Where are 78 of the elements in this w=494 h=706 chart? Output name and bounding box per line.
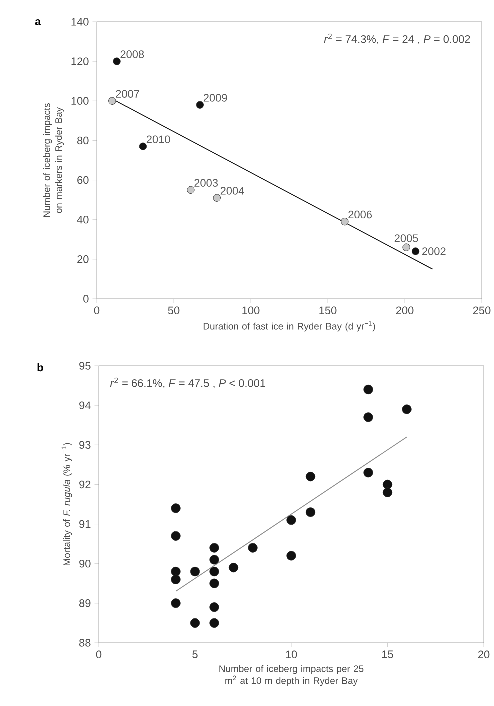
y-tick-label: 92 (80, 480, 91, 489)
point (113, 58, 121, 66)
x-tick-label: 100 (242, 306, 260, 315)
point (364, 412, 374, 422)
y-tick-label: 0 (84, 295, 89, 303)
annotation: 2008 (120, 50, 144, 58)
y-tick-label: 95 (80, 362, 91, 370)
y-tick-label: 100 (72, 97, 89, 106)
point (402, 244, 410, 252)
point (286, 551, 296, 561)
annotation: 2005 (394, 234, 418, 242)
y-tick-label: 91 (80, 520, 91, 528)
annotation: 2006 (348, 210, 372, 219)
point (248, 543, 258, 553)
point (412, 248, 420, 256)
y-tick-label: 89 (80, 600, 91, 608)
point (171, 598, 181, 608)
x-tick-label: 10 (286, 650, 298, 659)
point (187, 186, 195, 194)
x-axis-title: Duration of fast ice in Ryder Bay (d yr$^{−1}$) (204, 321, 376, 332)
annotation: 2004 (220, 187, 244, 195)
annotation: 2009 (204, 94, 228, 102)
point (190, 618, 200, 628)
point (364, 468, 374, 478)
x-tick-label: 0 (96, 650, 102, 659)
annotation: 2002 (422, 248, 446, 256)
y-tick-label: 80 (78, 136, 89, 145)
chart-title: a (35, 20, 42, 26)
x-tick-label: 15 (382, 650, 394, 658)
x-tick-label: 250 (473, 306, 491, 315)
annotation: r$^{2}$ = 66.1%, F = 47.5 , P < 0.001 (110, 378, 266, 389)
point (210, 602, 220, 612)
point (306, 472, 316, 482)
y-tick-label: 120 (72, 58, 89, 66)
point (171, 566, 181, 577)
point (108, 97, 116, 105)
y-tick-label: 94 (80, 402, 91, 410)
point (382, 488, 393, 498)
y-axis-title: Mortality of F. rugula (% yr$^{−1}$) (62, 443, 72, 566)
annotation: r$^{2}$ = 74.3%, F = 24 , P = 0.002 (324, 34, 470, 45)
point (341, 218, 349, 226)
y-axis-title: Number of iceberg impacts on markers in Ryder Bay (43, 104, 64, 218)
point (364, 384, 374, 395)
point (402, 404, 412, 414)
x-tick-label: 50 (168, 306, 180, 315)
x-tick-label: 0 (94, 306, 100, 315)
annotation: 2003 (194, 179, 218, 187)
x-axis-title: Number of iceberg impacts per 25 m$^{2}$ at 10 m depth in Ryder Bay (220, 665, 364, 686)
point (171, 574, 181, 585)
point (171, 504, 181, 514)
point (139, 142, 148, 150)
point (228, 562, 239, 573)
chart-title: b (38, 364, 44, 372)
y-tick-label: 40 (77, 216, 89, 224)
annotation: 2010 (146, 136, 170, 144)
y-tick-label: 93 (80, 441, 91, 450)
point (210, 566, 220, 577)
point (210, 618, 220, 628)
x-tick-label: 200 (396, 306, 414, 315)
y-tick-label: 60 (78, 176, 89, 184)
x-tick-label: 20 (478, 650, 490, 659)
point (306, 508, 316, 518)
x-tick-label: 150 (320, 306, 337, 315)
y-tick-label: 88 (80, 639, 91, 647)
point (171, 531, 181, 541)
point (210, 555, 220, 565)
point (382, 480, 393, 490)
y-tick-label: 90 (80, 560, 91, 568)
point (286, 515, 296, 526)
x-tick-label: 5 (192, 650, 198, 658)
point (213, 194, 221, 202)
y-tick-label: 20 (78, 256, 89, 264)
point (196, 101, 204, 109)
point (190, 566, 200, 577)
y-tick-label: 140 (72, 18, 89, 26)
point (210, 578, 220, 588)
annotation: 2007 (116, 90, 140, 98)
point (210, 543, 220, 553)
